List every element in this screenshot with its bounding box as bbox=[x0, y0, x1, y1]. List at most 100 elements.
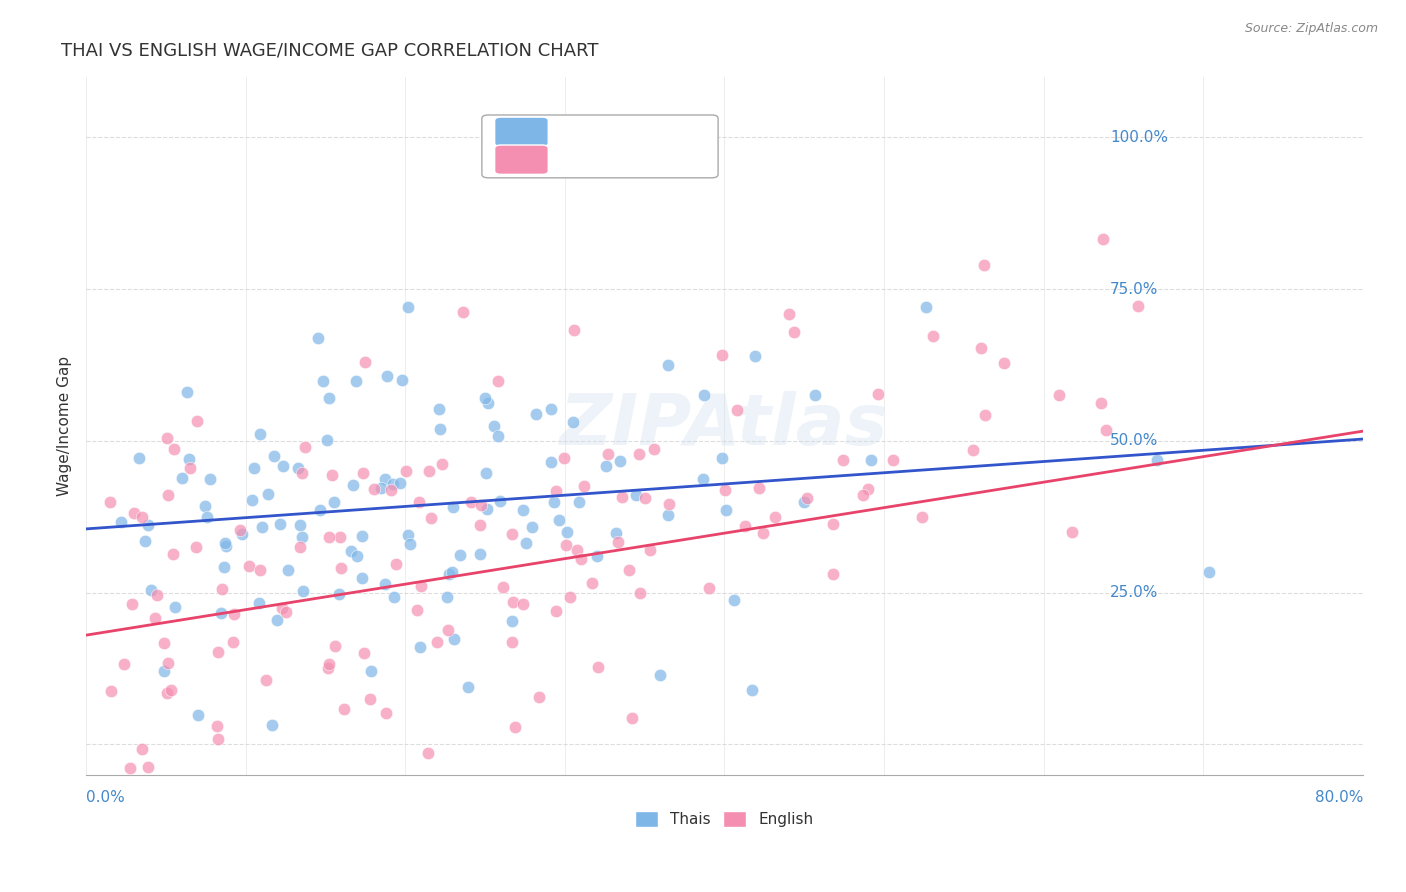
Text: 0.233: 0.233 bbox=[583, 123, 637, 141]
Thais bbox=[215, 539, 238, 553]
Thais bbox=[524, 407, 547, 421]
English bbox=[211, 582, 233, 596]
Thais bbox=[194, 499, 217, 513]
English bbox=[546, 483, 568, 498]
English bbox=[254, 673, 277, 687]
Thais bbox=[247, 597, 270, 611]
English bbox=[418, 464, 440, 478]
Thais bbox=[153, 664, 176, 678]
Thais bbox=[243, 461, 266, 475]
English bbox=[145, 588, 167, 602]
English bbox=[973, 258, 995, 272]
English bbox=[734, 518, 756, 533]
English bbox=[634, 491, 657, 506]
English bbox=[962, 442, 984, 457]
Thais bbox=[266, 613, 288, 627]
Thais bbox=[793, 495, 815, 509]
Thais bbox=[318, 392, 340, 406]
English bbox=[451, 305, 474, 319]
Thais bbox=[291, 583, 314, 598]
English bbox=[501, 635, 523, 649]
Thais bbox=[179, 451, 201, 466]
English bbox=[852, 488, 875, 502]
English bbox=[752, 526, 775, 541]
Text: N =: N = bbox=[636, 123, 672, 141]
Thais bbox=[568, 494, 591, 508]
Thais bbox=[657, 358, 679, 372]
Thais bbox=[512, 503, 534, 517]
English bbox=[409, 579, 432, 593]
English bbox=[118, 761, 141, 775]
English bbox=[131, 510, 153, 524]
English bbox=[408, 495, 430, 509]
Text: 25.0%: 25.0% bbox=[1111, 585, 1159, 600]
Thais bbox=[346, 549, 368, 564]
Thais bbox=[396, 528, 419, 542]
Thais bbox=[468, 548, 491, 562]
English bbox=[318, 660, 340, 674]
English bbox=[617, 563, 640, 577]
Thais bbox=[377, 368, 399, 383]
Thais bbox=[307, 331, 329, 345]
English bbox=[973, 409, 995, 423]
Thais bbox=[382, 476, 405, 491]
Thais bbox=[714, 502, 737, 516]
Thais bbox=[429, 422, 451, 436]
Thais bbox=[441, 500, 464, 515]
English bbox=[821, 516, 844, 531]
Thais bbox=[540, 401, 562, 416]
English bbox=[290, 466, 312, 480]
English bbox=[503, 720, 526, 734]
English bbox=[492, 580, 515, 594]
English bbox=[405, 603, 427, 617]
Text: 75.0%: 75.0% bbox=[1111, 282, 1159, 296]
Thais bbox=[134, 534, 156, 549]
English bbox=[157, 488, 180, 502]
English bbox=[468, 518, 491, 533]
English bbox=[501, 527, 523, 541]
English bbox=[308, 810, 330, 824]
Thais bbox=[198, 472, 221, 486]
Thais bbox=[249, 427, 271, 442]
English bbox=[143, 611, 166, 625]
English bbox=[607, 534, 630, 549]
Thais bbox=[399, 537, 422, 551]
English bbox=[352, 466, 374, 480]
Thais bbox=[257, 487, 280, 501]
Thais bbox=[250, 520, 273, 534]
English bbox=[922, 329, 945, 343]
English bbox=[138, 760, 160, 774]
English bbox=[163, 442, 186, 457]
Thais bbox=[328, 587, 350, 601]
English bbox=[131, 741, 153, 756]
Text: 0.482: 0.482 bbox=[583, 151, 637, 169]
Thais bbox=[501, 615, 523, 629]
Thais bbox=[477, 395, 499, 409]
English bbox=[628, 586, 651, 600]
Thais bbox=[312, 374, 335, 388]
Thais bbox=[352, 571, 374, 585]
English bbox=[156, 686, 179, 700]
Thais bbox=[449, 549, 471, 563]
English bbox=[207, 731, 229, 746]
Text: THAI VS ENGLISH WAGE/INCOME GAP CORRELATION CHART: THAI VS ENGLISH WAGE/INCOME GAP CORRELAT… bbox=[60, 42, 598, 60]
Thais bbox=[440, 566, 463, 580]
English bbox=[643, 442, 665, 457]
Thais bbox=[427, 401, 450, 416]
Thais bbox=[657, 508, 679, 522]
Thais bbox=[605, 526, 627, 541]
Thais bbox=[374, 472, 396, 486]
Thais bbox=[562, 415, 585, 429]
English bbox=[553, 450, 575, 465]
English bbox=[796, 491, 818, 505]
Thais bbox=[214, 536, 236, 550]
English bbox=[970, 341, 993, 355]
Thais bbox=[262, 717, 284, 731]
Thais bbox=[231, 526, 253, 541]
English bbox=[565, 543, 588, 558]
English bbox=[274, 605, 297, 619]
English bbox=[205, 719, 228, 733]
Thais bbox=[540, 455, 562, 469]
Thais bbox=[741, 683, 763, 698]
Text: N =: N = bbox=[636, 151, 672, 169]
